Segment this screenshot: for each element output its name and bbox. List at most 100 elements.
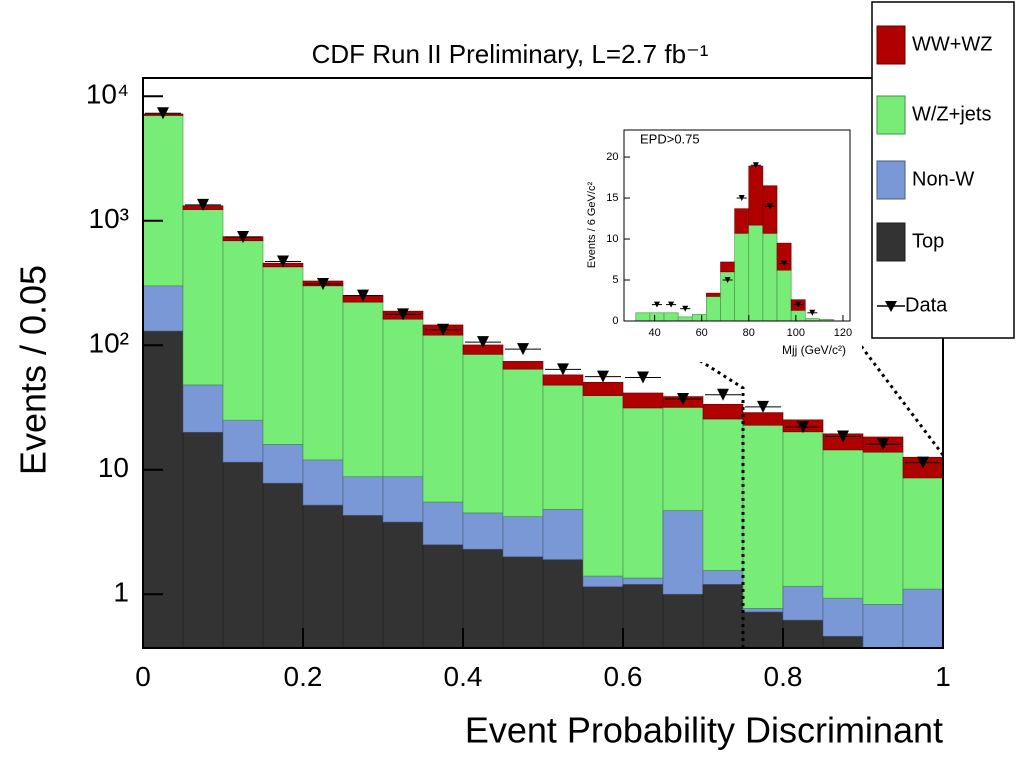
x-tick-label: 80 [743, 327, 755, 339]
data-point [917, 456, 929, 469]
y-axis-label: Events / 0.05 [13, 265, 54, 475]
data-point [317, 278, 329, 291]
y-tick-label: 5 [612, 274, 618, 286]
plot-frame [623, 129, 851, 322]
bar-segment [462, 548, 504, 649]
data-point [277, 255, 289, 268]
bar-segment [762, 185, 778, 234]
bar-segment [902, 588, 944, 649]
data-point [837, 430, 849, 443]
x-tick-label: 0.2 [284, 661, 323, 692]
bar-segment [822, 449, 864, 599]
x-tick-label: 0 [135, 661, 151, 692]
data-point [557, 363, 569, 376]
bar-segment [302, 285, 344, 461]
y-tick-label: 20 [606, 151, 618, 163]
zoom-guide [629, 314, 745, 648]
x-tick-label: 0.8 [764, 661, 803, 692]
bar-segment [702, 584, 744, 649]
legend-label: Top [912, 230, 944, 252]
bar-segment [542, 509, 584, 560]
y-tick-label: 10² [89, 328, 129, 359]
y-tick-label: 10 [606, 233, 618, 245]
data-point [357, 289, 369, 302]
bar-segment [222, 461, 264, 649]
plot-frame [142, 77, 944, 649]
bar-segment [622, 577, 664, 585]
data-point [766, 203, 773, 210]
legend-swatch [876, 160, 906, 200]
data-point [668, 301, 675, 308]
chart-title: CDF Run II Preliminary, L=2.7 fb⁻¹ [312, 39, 709, 69]
zoom-guides [629, 314, 945, 648]
bar-segment [782, 585, 824, 621]
data-point [437, 323, 449, 336]
bar-segment [182, 431, 224, 649]
x-tick-label: 0.6 [604, 661, 643, 692]
bar-segment [702, 403, 744, 420]
bar-segment [748, 224, 764, 322]
data-point [809, 309, 816, 316]
main-plot: 0 0.2 0.4 0.6 0.8 1 1 10 10² 10³ 10⁴ [86, 77, 951, 692]
data-point [677, 392, 689, 405]
data-point [157, 107, 169, 120]
bar-segment [662, 510, 704, 595]
bar-segment [862, 451, 904, 605]
bar-segment [677, 316, 693, 322]
x-tick-label: 60 [696, 327, 708, 339]
bar-segment [702, 418, 744, 571]
bar-segment [582, 395, 624, 577]
bar-segment [720, 261, 735, 273]
bar-segment [782, 619, 824, 649]
bar-segment [734, 232, 750, 322]
bar-segment [382, 318, 424, 477]
data-point [237, 230, 249, 243]
bar-segment [622, 392, 664, 409]
bar-segment [142, 115, 184, 287]
bar-segment [582, 586, 624, 649]
bar-segment [706, 296, 721, 322]
bar-segment [822, 597, 864, 637]
x-tick-label: 40 [648, 327, 660, 339]
bar-segment [742, 608, 784, 613]
data-point [637, 371, 649, 384]
bar-segment [502, 361, 544, 370]
bar-segment [662, 593, 704, 649]
y-tick-label: 10 [98, 452, 129, 483]
bar-segment [182, 384, 224, 433]
bar-segment [662, 407, 704, 511]
legend-swatch [876, 95, 906, 135]
x-tick-label: 1 [935, 661, 951, 692]
legend-items: WW+WZ W/Z+jets Non-W Top Data [876, 25, 993, 316]
y-tick-label: 15 [606, 192, 618, 204]
bar-segment [702, 570, 744, 585]
zoom-guide [844, 325, 945, 456]
inset-x-axis-label: Mjj (GeV/c²) [782, 343, 846, 357]
bar-segment [622, 407, 664, 579]
data-point [752, 162, 759, 169]
data-point [795, 301, 802, 308]
data-point [653, 301, 660, 308]
data-point [197, 198, 209, 211]
bar-segment [182, 209, 224, 386]
legend-label: Data [905, 294, 948, 316]
bar-segment [691, 314, 707, 322]
bar-segment [822, 635, 864, 649]
legend-label: WW+WZ [912, 33, 993, 55]
x-axis-label: Event Probability Discriminant [465, 710, 943, 751]
bar-segment [742, 412, 784, 426]
data-point [797, 421, 809, 434]
bar-segment [742, 424, 784, 609]
bar-segment [382, 521, 424, 649]
bar-segment [542, 384, 584, 510]
bar-segment [262, 482, 304, 649]
inset-annotation: EPD>0.75 [640, 131, 700, 146]
data-point [397, 308, 409, 321]
data-point [781, 260, 788, 267]
y-tick-label: 0 [612, 315, 618, 327]
bar-segment [502, 516, 544, 558]
legend-swatch [876, 222, 906, 262]
bar-segment [622, 584, 664, 649]
data-point [724, 277, 731, 284]
